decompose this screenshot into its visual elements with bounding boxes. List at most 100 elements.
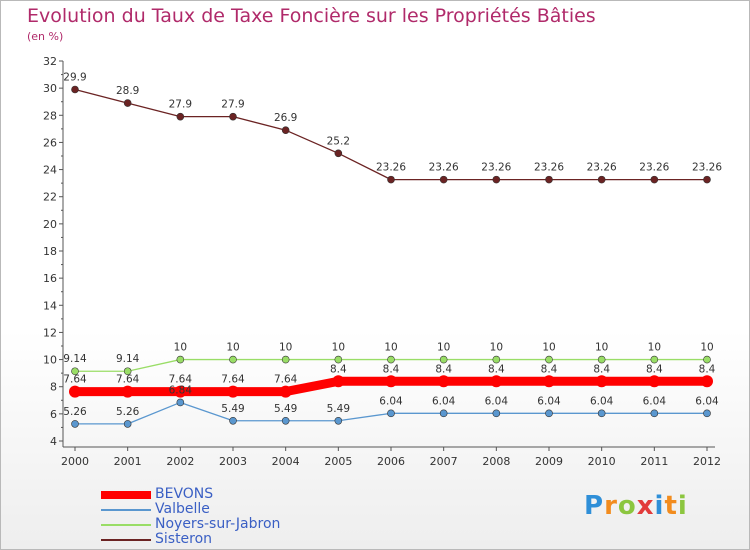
data-label: 6.04 (432, 395, 456, 407)
logo-letter: r (604, 491, 618, 521)
x-tick-label: 2002 (166, 455, 194, 468)
legend-swatch (101, 539, 151, 541)
data-label: 10 (279, 342, 292, 354)
y-tick-label: 24 (43, 164, 57, 177)
logo-letter: t (664, 491, 678, 521)
x-tick-label: 2006 (377, 455, 405, 468)
data-label: 26.9 (274, 112, 297, 124)
data-label: 23.26 (587, 162, 617, 174)
data-label: 7.64 (274, 374, 298, 386)
data-point (176, 398, 185, 407)
data-label: 5.49 (274, 403, 297, 415)
data-label: 23.26 (639, 162, 669, 174)
data-label: 5.26 (63, 406, 87, 418)
x-tick-label: 2000 (61, 455, 89, 468)
data-label: 8.4 (383, 363, 400, 375)
data-label: 10 (332, 342, 345, 354)
data-label: 6.04 (537, 395, 561, 407)
data-point (543, 375, 555, 388)
data-point (703, 409, 711, 418)
data-point (387, 355, 395, 364)
x-tick-label: 2007 (430, 455, 458, 468)
data-label: 10 (542, 342, 555, 354)
x-tick-label: 2003 (219, 455, 247, 468)
x-tick-label: 2005 (324, 455, 352, 468)
data-point (334, 149, 343, 158)
data-point (281, 355, 290, 364)
data-point (545, 355, 553, 364)
data-label: 10 (384, 342, 397, 354)
series-valbelle (71, 398, 711, 428)
data-point (545, 409, 553, 418)
data-point (174, 385, 187, 398)
y-tick-label: 4 (50, 435, 57, 448)
data-point (490, 375, 503, 388)
legend-swatch (101, 524, 151, 526)
data-point (123, 367, 132, 376)
data-point (545, 175, 553, 184)
data-label: 8.4 (488, 363, 505, 375)
series-sisteron (71, 85, 711, 184)
data-point (701, 375, 713, 388)
data-label: 5.26 (116, 406, 140, 418)
data-label: 10 (226, 342, 239, 354)
data-label: 23.26 (429, 162, 459, 174)
data-label: 7.64 (169, 374, 193, 386)
data-point (597, 175, 606, 184)
data-label: 28.9 (116, 85, 139, 97)
data-point (334, 416, 343, 425)
data-point (176, 112, 185, 121)
data-point (439, 175, 448, 184)
data-point (703, 355, 711, 364)
y-tick-label: 28 (43, 109, 57, 122)
data-point (71, 367, 79, 376)
logo-letter: x (636, 491, 655, 521)
data-point (597, 355, 606, 364)
data-label: 7.64 (116, 374, 140, 386)
y-tick-label: 18 (43, 245, 57, 258)
legend-swatch (101, 491, 151, 499)
data-label: 6.84 (169, 384, 193, 396)
data-point (492, 355, 501, 364)
legend-item: Noyers-sur-Jabron (101, 517, 361, 532)
x-tick-label: 2012 (693, 455, 721, 468)
data-label: 10 (437, 342, 450, 354)
y-tick-label: 12 (43, 326, 57, 339)
legend-item: Valbelle (101, 502, 361, 517)
series-noyers-sur-jabron (71, 355, 711, 376)
data-point (492, 409, 501, 418)
data-label: 9.14 (63, 353, 87, 365)
data-label: 5.49 (327, 403, 350, 415)
data-point (71, 420, 79, 428)
data-point (229, 112, 237, 121)
data-label: 6.04 (379, 395, 403, 407)
data-point (650, 175, 659, 184)
data-point (650, 355, 659, 364)
data-label: 29.9 (63, 72, 86, 84)
data-point (703, 175, 711, 184)
y-tick-label: 16 (43, 272, 57, 285)
data-point (439, 355, 448, 364)
logo-letter: i (677, 491, 688, 521)
y-tick-label: 20 (43, 218, 57, 231)
data-label: 8.4 (646, 363, 663, 375)
legend-item: Sisteron (101, 532, 361, 547)
data-point (650, 409, 659, 418)
x-tick-label: 2001 (114, 455, 142, 468)
legend-item: BEVONS (101, 487, 361, 502)
data-point (71, 85, 79, 94)
x-tick-label: 2004 (272, 455, 300, 468)
data-point (69, 385, 81, 398)
logo-letter: i (654, 491, 665, 521)
data-label: 8.4 (541, 363, 558, 375)
data-point (227, 385, 239, 398)
x-tick-label: 2009 (535, 455, 563, 468)
proxiti-logo: Proxiti (584, 491, 688, 521)
y-tick-label: 30 (43, 82, 57, 95)
data-label: 27.9 (221, 99, 244, 111)
data-point (123, 420, 132, 428)
data-point (597, 409, 606, 418)
y-tick-label: 22 (43, 191, 57, 204)
data-label: 23.26 (481, 162, 511, 174)
